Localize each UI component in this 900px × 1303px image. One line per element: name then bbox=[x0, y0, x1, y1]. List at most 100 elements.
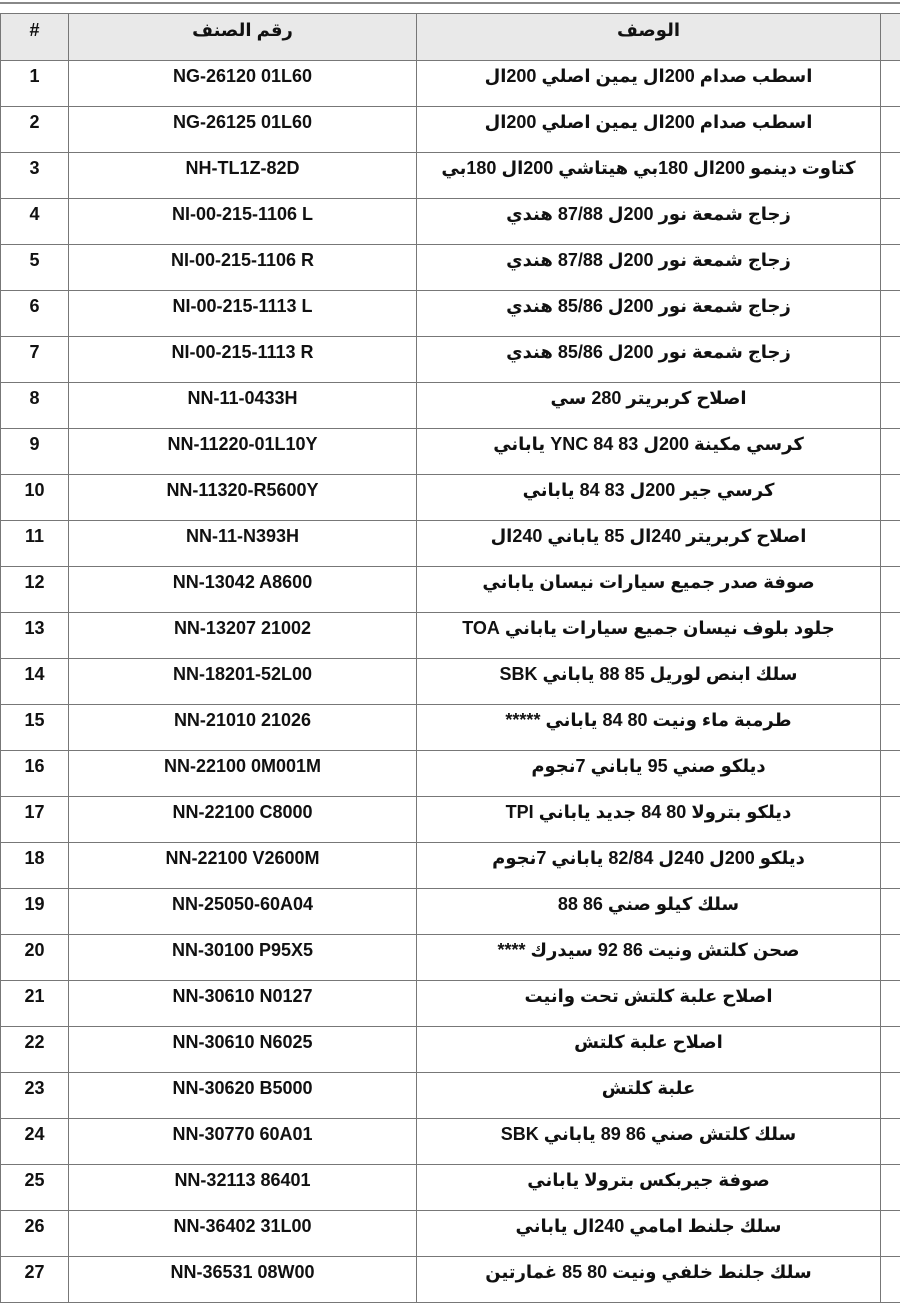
header-part-number: رقم الصنف bbox=[69, 14, 417, 61]
row-number: 3 bbox=[1, 153, 69, 199]
part-number: NN-30770 60A01 bbox=[69, 1119, 417, 1165]
part-number: NN-30100 P95X5 bbox=[69, 935, 417, 981]
description: صوفة صدر جميع سيارات نيسان ياباني bbox=[417, 567, 881, 613]
extra-cell bbox=[881, 751, 900, 797]
row-number: 26 bbox=[1, 1211, 69, 1257]
extra-cell bbox=[881, 567, 900, 613]
part-number: NN-30620 B5000 bbox=[69, 1073, 417, 1119]
row-number: 11 bbox=[1, 521, 69, 567]
row-number: 19 bbox=[1, 889, 69, 935]
extra-cell bbox=[881, 245, 900, 291]
header-extra bbox=[881, 14, 900, 61]
description: كرسي مكينة 200ل 83 84 YNC ياباني bbox=[417, 429, 881, 475]
part-number: NN-30610 N6025 bbox=[69, 1027, 417, 1073]
row-number: 2 bbox=[1, 107, 69, 153]
extra-cell bbox=[881, 61, 900, 107]
part-number: NI-00-215-1106 L bbox=[69, 199, 417, 245]
part-number: NN-32113 86401 bbox=[69, 1165, 417, 1211]
description: كرسي جير 200ل 83 84 ياباني bbox=[417, 475, 881, 521]
description: اصلاح علبة كلتش تحت وانيت bbox=[417, 981, 881, 1027]
extra-cell bbox=[881, 429, 900, 475]
extra-cell bbox=[881, 107, 900, 153]
part-number: NN-18201-52L00 bbox=[69, 659, 417, 705]
extra-cell bbox=[881, 1027, 900, 1073]
part-number: NN-30610 N0127 bbox=[69, 981, 417, 1027]
row-number: 23 bbox=[1, 1073, 69, 1119]
part-number: NN-13207 21002 bbox=[69, 613, 417, 659]
description: طرمبة ماء ونيت 80 84 ياباني ***** bbox=[417, 705, 881, 751]
extra-cell bbox=[881, 797, 900, 843]
description: جلود بلوف نيسان جميع سيارات ياباني TOA bbox=[417, 613, 881, 659]
row-number: 9 bbox=[1, 429, 69, 475]
part-number: NG-26120 01L60 bbox=[69, 61, 417, 107]
description: كتاوت دينمو 200ال 180بي هيتاشي 200ال 180… bbox=[417, 153, 881, 199]
extra-cell bbox=[881, 199, 900, 245]
part-number: NN-21010 21026 bbox=[69, 705, 417, 751]
part-number: NN-36402 31L00 bbox=[69, 1211, 417, 1257]
row-number: 1 bbox=[1, 61, 69, 107]
part-number: NH-TL1Z-82D bbox=[69, 153, 417, 199]
extra-cell bbox=[881, 1073, 900, 1119]
description: سلك ابنص لوريل 85 88 ياباني SBK bbox=[417, 659, 881, 705]
row-number: 4 bbox=[1, 199, 69, 245]
description: سلك كلتش صني 86 89 ياباني SBK bbox=[417, 1119, 881, 1165]
extra-cell bbox=[881, 475, 900, 521]
part-number: NG-26125 01L60 bbox=[69, 107, 417, 153]
description: علبة كلتش bbox=[417, 1073, 881, 1119]
extra-cell bbox=[881, 337, 900, 383]
row-number: 20 bbox=[1, 935, 69, 981]
extra-cell bbox=[881, 935, 900, 981]
extra-cell bbox=[881, 705, 900, 751]
row-number: 10 bbox=[1, 475, 69, 521]
extra-cell bbox=[881, 383, 900, 429]
extra-cell bbox=[881, 1211, 900, 1257]
description: اصلاح كربريتر 240ال 85 ياباني 240ال bbox=[417, 521, 881, 567]
header-row: # رقم الصنف الوصف bbox=[1, 14, 900, 61]
extra-cell bbox=[881, 1165, 900, 1211]
extra-cell bbox=[881, 521, 900, 567]
part-number: NN-25050-60A04 bbox=[69, 889, 417, 935]
row-number: 21 bbox=[1, 981, 69, 1027]
part-number: NN-22100 0M001M bbox=[69, 751, 417, 797]
row-number: 17 bbox=[1, 797, 69, 843]
top-border bbox=[0, 2, 900, 4]
row-number: 16 bbox=[1, 751, 69, 797]
row-number: 22 bbox=[1, 1027, 69, 1073]
row-number: 7 bbox=[1, 337, 69, 383]
row-number: 6 bbox=[1, 291, 69, 337]
extra-cell bbox=[881, 613, 900, 659]
extra-cell bbox=[881, 153, 900, 199]
extra-cell bbox=[881, 981, 900, 1027]
description: اسطب صدام 200ال يمين اصلي 200ال bbox=[417, 61, 881, 107]
description: اصلاح كربريتر 280 سي bbox=[417, 383, 881, 429]
part-number: NN-11-N393H bbox=[69, 521, 417, 567]
description: زجاج شمعة نور 200ل 85/86 هندي bbox=[417, 291, 881, 337]
row-number: 18 bbox=[1, 843, 69, 889]
part-number: NN-11-0433H bbox=[69, 383, 417, 429]
description: سلك جلنط خلفي ونيت 80 85 غمارتين bbox=[417, 1257, 881, 1303]
